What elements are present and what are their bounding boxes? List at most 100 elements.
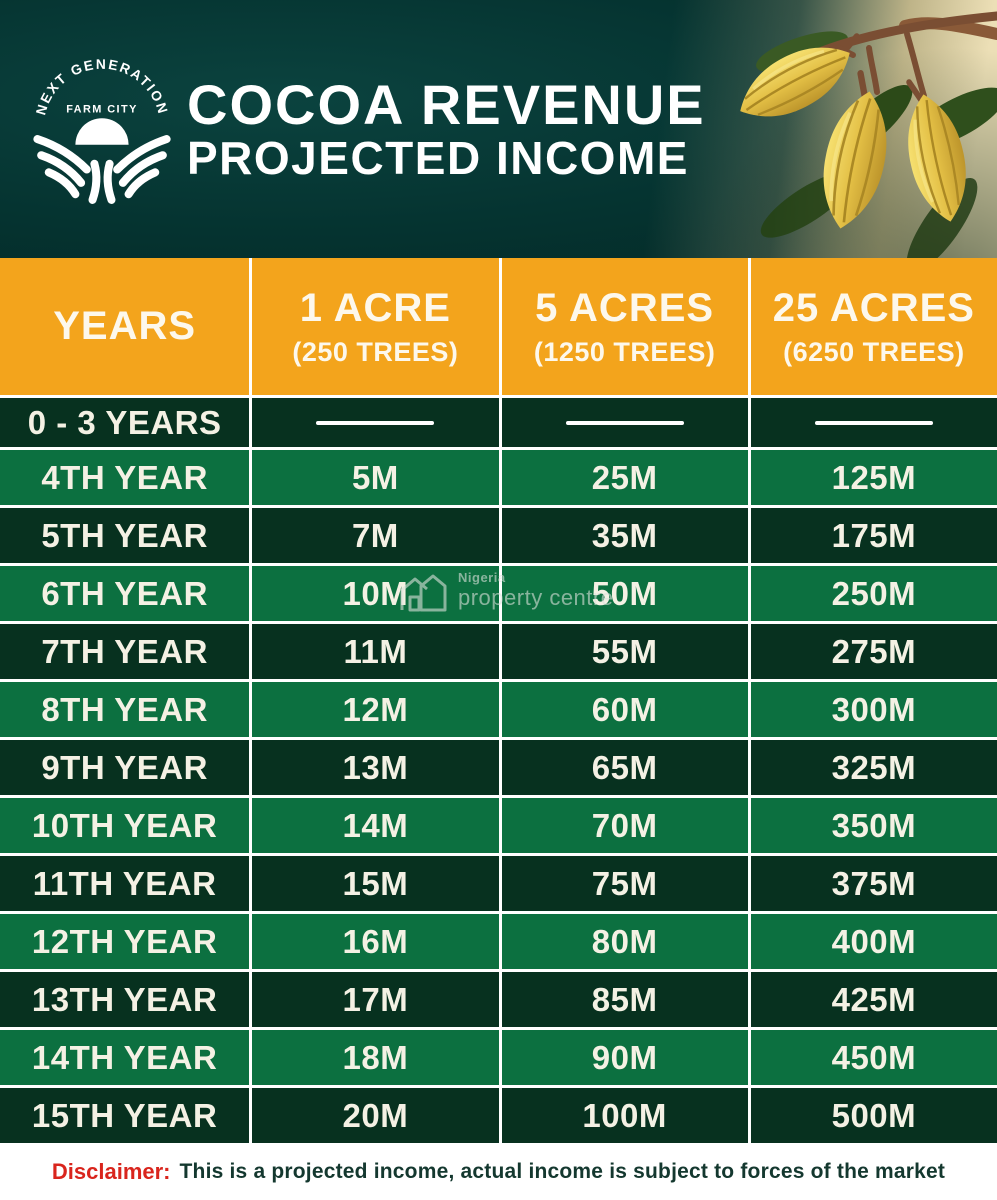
col-header-1-acre: 1 ACRE (250 TREES) <box>249 258 498 395</box>
watermark-country: Nigeria <box>458 570 506 585</box>
value-cell: 60M <box>498 682 748 737</box>
value-cell: 35M <box>498 508 748 563</box>
year-label: 4TH YEAR <box>41 458 208 496</box>
col-header-label: YEARS <box>53 304 197 348</box>
value-cell: 15M <box>249 856 498 911</box>
year-label: 8TH YEAR <box>41 690 208 728</box>
value-cell: 13M <box>249 740 498 795</box>
logo-field-rows-icon <box>33 135 171 204</box>
disclaimer-text: This is a projected income, actual incom… <box>179 1159 946 1183</box>
value-label: 35M <box>591 516 658 554</box>
year-cell: 6TH YEAR <box>0 566 249 621</box>
value-cell <box>249 398 498 447</box>
value-label: 10M <box>342 574 409 612</box>
farm-city-logo-emblem: NEXT GENERATION FARM CITY <box>33 57 171 204</box>
table-row: 4TH YEAR 5M 25M 125M <box>0 447 997 505</box>
value-label: 70M <box>591 806 658 844</box>
value-label: 25M <box>591 458 658 496</box>
value-label: 16M <box>342 922 409 960</box>
page-title: COCOA REVENUE PROJECTED INCOME <box>187 76 706 184</box>
value-label: 65M <box>591 748 658 786</box>
logo-sun-icon <box>75 118 129 145</box>
year-label: 7TH YEAR <box>41 632 208 670</box>
year-label: 11TH YEAR <box>32 864 217 902</box>
watermark-name: property centre <box>458 585 614 610</box>
value-cell: 350M <box>747 798 997 853</box>
disclaimer-bar: Disclaimer: This is a projected income, … <box>0 1143 997 1200</box>
table-row: 15TH YEAR 20M 100M 500M <box>0 1085 997 1143</box>
disclaimer-label: Disclaimer: <box>51 1158 171 1184</box>
watermark-text: Nigeria property centre <box>458 570 613 611</box>
value-label: 375M <box>831 864 917 902</box>
value-cell: 250M <box>747 566 997 621</box>
value-cell: 125M <box>747 450 997 505</box>
value-label: 55M <box>591 632 658 670</box>
value-cell: 5M <box>249 450 498 505</box>
revenue-table: YEARS 1 ACRE (250 TREES) 5 ACRES (1250 T… <box>0 258 997 1143</box>
year-label: 15TH YEAR <box>31 1096 218 1134</box>
year-cell: 10TH YEAR <box>0 798 249 853</box>
value-label: 125M <box>831 458 917 496</box>
watermark-house-icon <box>400 574 447 612</box>
value-label: 450M <box>831 1038 917 1076</box>
cocoa-pods-illustration <box>740 11 997 258</box>
value-label: 5M <box>351 458 399 496</box>
value-cell: 14M <box>249 798 498 853</box>
table-row: 7TH YEAR 11M 55M 275M <box>0 621 997 679</box>
year-cell: 11TH YEAR <box>0 856 249 911</box>
value-cell: 20M <box>249 1088 498 1143</box>
col-header-years: YEARS <box>0 258 249 395</box>
value-cell: 16M <box>249 914 498 969</box>
empty-value-dash <box>565 420 684 425</box>
year-cell: 5TH YEAR <box>0 508 249 563</box>
value-cell: 11M <box>249 624 498 679</box>
table-row: 9TH YEAR 13M 65M 325M <box>0 737 997 795</box>
value-cell: 85M <box>498 972 748 1027</box>
year-cell: 4TH YEAR <box>0 450 249 505</box>
table-row: 10TH YEAR 14M 70M 350M <box>0 795 997 853</box>
table-row: 8TH YEAR 12M 60M 300M <box>0 679 997 737</box>
page-title-line1: COCOA REVENUE <box>187 73 706 136</box>
value-cell: 500M <box>747 1088 997 1143</box>
value-label: 50M <box>591 574 658 612</box>
value-cell: 375M <box>747 856 997 911</box>
value-cell: 65M <box>498 740 748 795</box>
value-cell: 175M <box>747 508 997 563</box>
farm-city-logo: NEXT GENERATION FARM CITY <box>26 36 178 208</box>
value-label: 15M <box>342 864 409 902</box>
year-cell: 7TH YEAR <box>0 624 249 679</box>
value-label: 13M <box>342 748 409 786</box>
year-label: 6TH YEAR <box>41 574 208 612</box>
value-label: 14M <box>342 806 409 844</box>
year-label: 14TH YEAR <box>31 1038 218 1076</box>
table-row: 0 - 3 YEARS <box>0 395 997 447</box>
value-label: 11M <box>343 632 408 670</box>
value-cell: 18M <box>249 1030 498 1085</box>
value-label: 350M <box>831 806 917 844</box>
value-cell: 90M <box>498 1030 748 1085</box>
value-label: 85M <box>591 980 658 1018</box>
value-cell: 300M <box>747 682 997 737</box>
value-label: 250M <box>831 574 917 612</box>
year-cell: 12TH YEAR <box>0 914 249 969</box>
value-label: 75M <box>591 864 658 902</box>
table-row: 14TH YEAR 18M 90M 450M <box>0 1027 997 1085</box>
value-label: 17M <box>342 980 409 1018</box>
value-cell: 50M <box>498 566 748 621</box>
value-cell: 75M <box>498 856 748 911</box>
year-label: 10TH YEAR <box>31 806 218 844</box>
year-label: 5TH YEAR <box>41 516 208 554</box>
value-cell: 55M <box>498 624 748 679</box>
year-cell: 8TH YEAR <box>0 682 249 737</box>
value-cell: 7M <box>249 508 498 563</box>
value-label: 500M <box>831 1096 917 1134</box>
value-label: 7M <box>351 516 399 554</box>
value-cell <box>498 398 748 447</box>
value-cell: 275M <box>747 624 997 679</box>
empty-value-dash <box>814 420 933 425</box>
col-header-sublabel: (6250 TREES) <box>783 336 965 367</box>
value-cell: 100M <box>498 1088 748 1143</box>
property-centre-watermark: Nigeria property centre <box>398 570 613 612</box>
value-cell: 12M <box>249 682 498 737</box>
year-cell: 13TH YEAR <box>0 972 249 1027</box>
